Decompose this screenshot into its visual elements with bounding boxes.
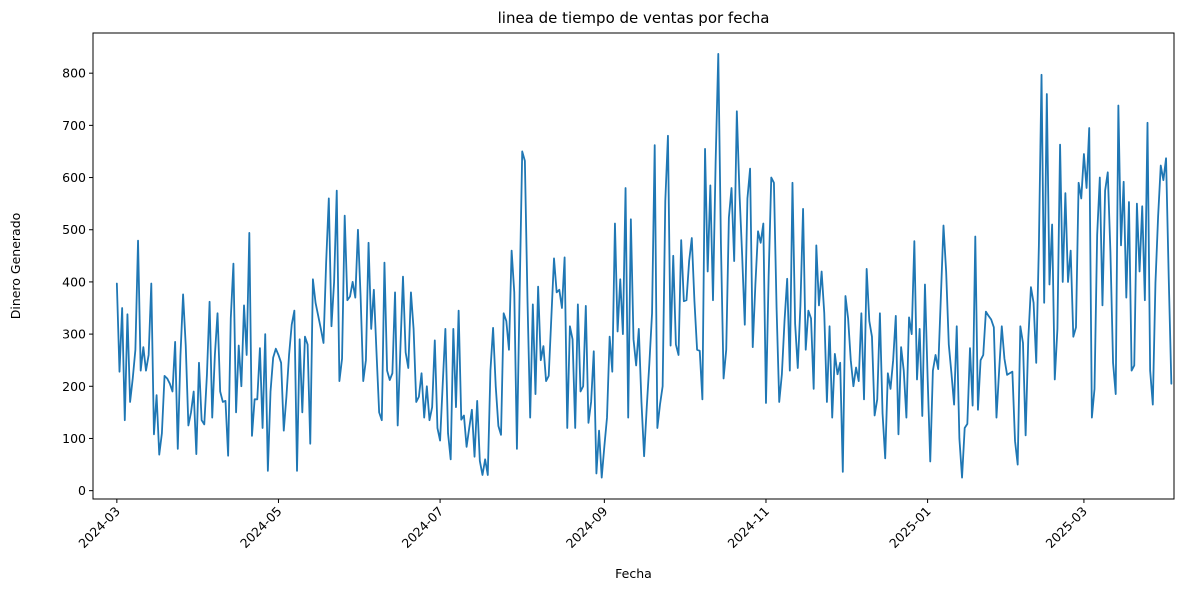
series-line: [115, 52, 1173, 479]
chart-title: linea de tiempo de ventas por fecha: [498, 9, 770, 27]
y-tick-label: 800: [62, 66, 86, 81]
y-tick-label: 0: [78, 483, 86, 498]
plot-area: [93, 33, 1174, 499]
y-tick-label: 100: [62, 431, 86, 446]
y-axis-ticks: 0 100 200 300 400 500 600 700 800: [62, 66, 93, 498]
y-tick-label: 500: [62, 222, 86, 237]
y-axis-label: Dinero Generado: [8, 213, 23, 320]
y-tick-label: 400: [62, 274, 86, 289]
x-axis-label: Fecha: [615, 566, 652, 581]
y-tick-label: 300: [62, 327, 86, 342]
series-layer: [115, 52, 1173, 479]
y-tick-label: 700: [62, 118, 86, 133]
y-tick-label: 600: [62, 170, 86, 185]
y-tick-label: 200: [62, 379, 86, 394]
plot-frame: [92, 32, 1175, 500]
